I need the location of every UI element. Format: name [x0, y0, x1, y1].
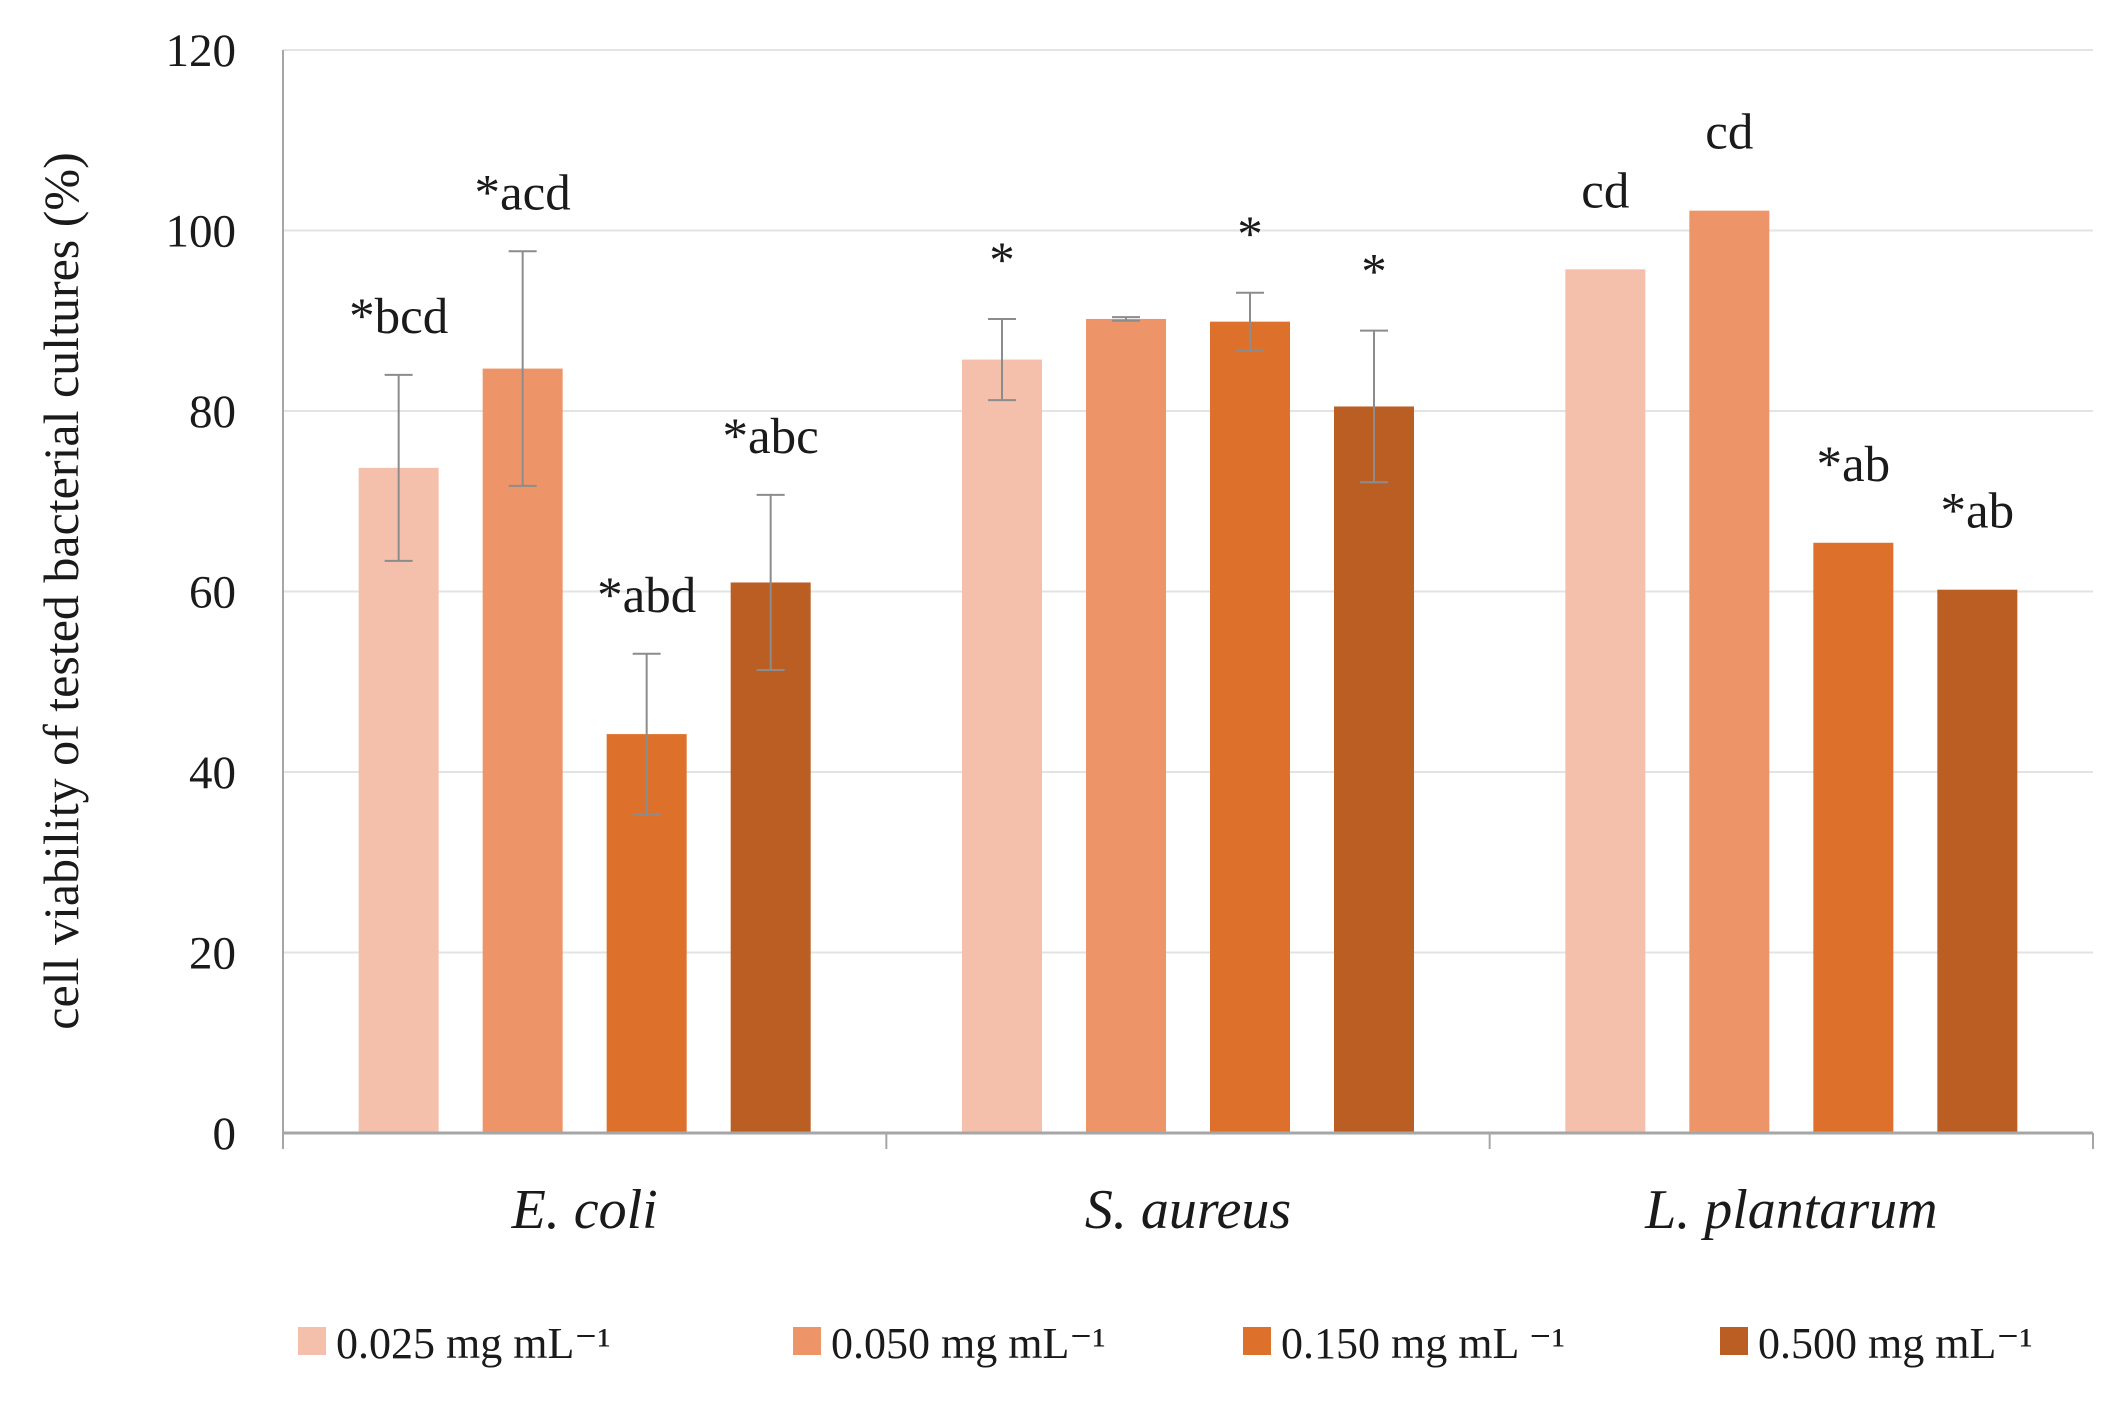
bar [358, 467, 439, 1133]
bar [482, 368, 563, 1133]
bars [358, 210, 2018, 1134]
error-bars [384, 250, 1388, 816]
significance-label: *ab [1817, 437, 1891, 493]
legend: 0.025 mg mL⁻¹ 0.050 mg mL⁻¹ 0.150 mg mL ⁻¹… [298, 1319, 2033, 1368]
y-tick-label: 0 [213, 1108, 237, 1160]
legend-swatch [298, 1327, 326, 1355]
x-category-label: S. aureus [1085, 1179, 1291, 1241]
y-tick-label: 60 [189, 567, 236, 619]
bar [1334, 406, 1414, 1133]
significance-label: *abd [597, 568, 696, 624]
significance-label: *acd [475, 165, 571, 221]
bar [1937, 589, 2018, 1133]
legend-label: 0.150 mg mL ⁻¹ [1281, 1319, 1565, 1368]
y-tick-label: 120 [166, 25, 237, 77]
x-category-label: L. plantarum [1644, 1179, 1938, 1241]
axes [282, 50, 2094, 1149]
bar [1210, 321, 1290, 1134]
legend-swatch [1243, 1327, 1271, 1355]
bar [962, 359, 1042, 1133]
legend-swatch [1720, 1327, 1748, 1355]
bar [1086, 318, 1166, 1133]
significance-label: cd [1581, 163, 1629, 219]
legend-label: 0.500 mg mL⁻¹ [1758, 1319, 2033, 1368]
significance-label: *bcd [349, 289, 448, 345]
y-axis-ticks: 0 20 40 60 80 100 120 [166, 25, 237, 1160]
y-tick-label: 40 [189, 747, 236, 799]
x-axis-categories: E. coli S. aureus L. plantarum [511, 1179, 1938, 1241]
significance-labels: *bcd *acd *abd *abc * * * cd cd *ab *ab [349, 105, 2014, 624]
significance-label: * [989, 233, 1015, 289]
y-axis-title: cell viability of tested bacterial cultu… [33, 152, 89, 1029]
significance-label: * [1361, 245, 1387, 301]
significance-label: cd [1705, 105, 1753, 161]
significance-label: *abc [723, 409, 819, 465]
bar [1689, 210, 1770, 1133]
y-tick-label: 100 [166, 206, 237, 258]
bar [1565, 269, 1646, 1133]
gridlines [283, 49, 2093, 954]
legend-swatch [793, 1327, 821, 1355]
bar [730, 582, 811, 1133]
bar [1813, 542, 1894, 1133]
x-category-label: E. coli [511, 1179, 658, 1241]
y-tick-label: 20 [189, 928, 236, 980]
significance-label: *ab [1941, 484, 2015, 540]
legend-label: 0.025 mg mL⁻¹ [336, 1319, 611, 1368]
significance-label: * [1237, 207, 1263, 263]
y-tick-label: 80 [189, 386, 236, 438]
legend-label: 0.050 mg mL⁻¹ [831, 1319, 1106, 1368]
